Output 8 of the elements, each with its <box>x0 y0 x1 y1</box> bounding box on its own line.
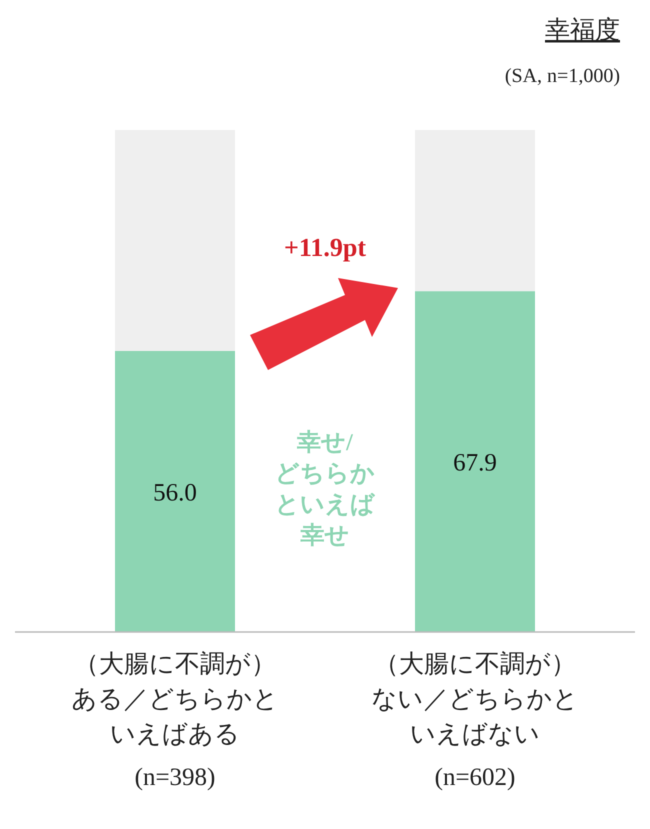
annotation: +11.9pt <box>284 233 366 262</box>
chart-title: 幸福度 <box>545 16 620 44</box>
data-label: 67.9 <box>453 450 497 477</box>
data-label: 56.0 <box>153 479 197 506</box>
chart-subtitle: (SA, n=1,000) <box>504 65 620 87</box>
x-tick-label: （大腸に不調が）ある／どちらかといえばある(n=398) <box>72 650 278 791</box>
x-tick-label: （大腸に不調が）ない／どちらかといえばない(n=602) <box>372 650 578 791</box>
series-label: 幸せ/どちらかといえば幸せ <box>275 429 376 549</box>
